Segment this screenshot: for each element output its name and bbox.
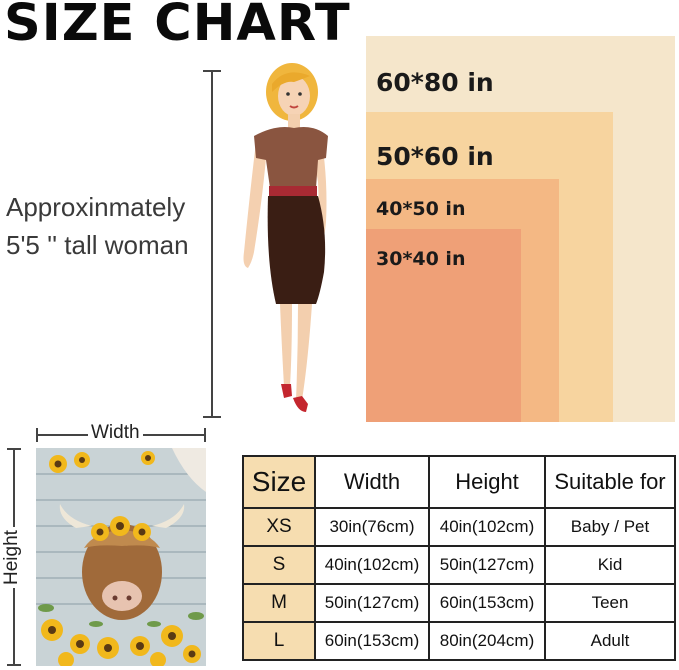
width-label: Width (88, 422, 143, 444)
width-cell: 30in(76cm) (314, 507, 430, 547)
header-width: Width (314, 455, 430, 509)
width-cell: 40in(102cm) (314, 545, 430, 585)
header-size: Size (242, 455, 316, 509)
header-suitable-for: Suitable for (544, 455, 676, 509)
size-table: Size Width Height Suitable for XS 30in(7… (242, 455, 676, 661)
table-row: M 50in(127cm) 60in(153cm) Teen (242, 583, 676, 623)
woman-illustration (243, 63, 328, 412)
suitable-for-cell: Teen (544, 583, 676, 623)
model-height-bar-bottom-cap (203, 416, 221, 418)
height-measure-bottom-cap (7, 664, 21, 666)
width-cell: 60in(153cm) (314, 621, 430, 661)
size-label-40x50: 40*50 in (376, 198, 466, 220)
size-label-30x40: 30*40 in (376, 248, 466, 270)
size-table-header-row: Size Width Height Suitable for (242, 455, 676, 509)
size-cell: L (242, 621, 316, 661)
header-height: Height (428, 455, 546, 509)
table-row: S 40in(102cm) 50in(127cm) Kid (242, 545, 676, 585)
page-title: SIZE CHART (4, 0, 351, 53)
height-label: Height (1, 527, 23, 588)
size-label-50x60: 50*60 in (376, 142, 494, 171)
table-row: XS 30in(76cm) 40in(102cm) Baby / Pet (242, 507, 676, 547)
suitable-for-cell: Kid (544, 545, 676, 585)
height-measure-top-cap (7, 448, 21, 450)
model-caption-line2: 5'5 '' tall woman (6, 230, 189, 260)
model-caption-line1: Approxinmately (6, 192, 186, 222)
size-cell: XS (242, 507, 316, 547)
model-caption: Approxinmately 5'5 '' tall woman (6, 188, 196, 264)
model-height-bar-top-cap (203, 70, 221, 72)
suitable-for-cell: Baby / Pet (544, 507, 676, 547)
size-label-60x80: 60*80 in (376, 68, 494, 97)
height-cell: 80in(204cm) (428, 621, 546, 661)
size-cell: M (242, 583, 316, 623)
model-height-bar (211, 70, 213, 418)
width-cell: 50in(127cm) (314, 583, 430, 623)
blanket-image (36, 448, 206, 666)
table-row: L 60in(153cm) 80in(204cm) Adult (242, 621, 676, 661)
size-box-30x40 (366, 229, 521, 422)
suitable-for-cell: Adult (544, 621, 676, 661)
size-cell: S (242, 545, 316, 585)
height-cell: 50in(127cm) (428, 545, 546, 585)
height-cell: 40in(102cm) (428, 507, 546, 547)
height-cell: 60in(153cm) (428, 583, 546, 623)
width-measure-left-cap (36, 428, 38, 442)
width-measure-right-cap (204, 428, 206, 442)
